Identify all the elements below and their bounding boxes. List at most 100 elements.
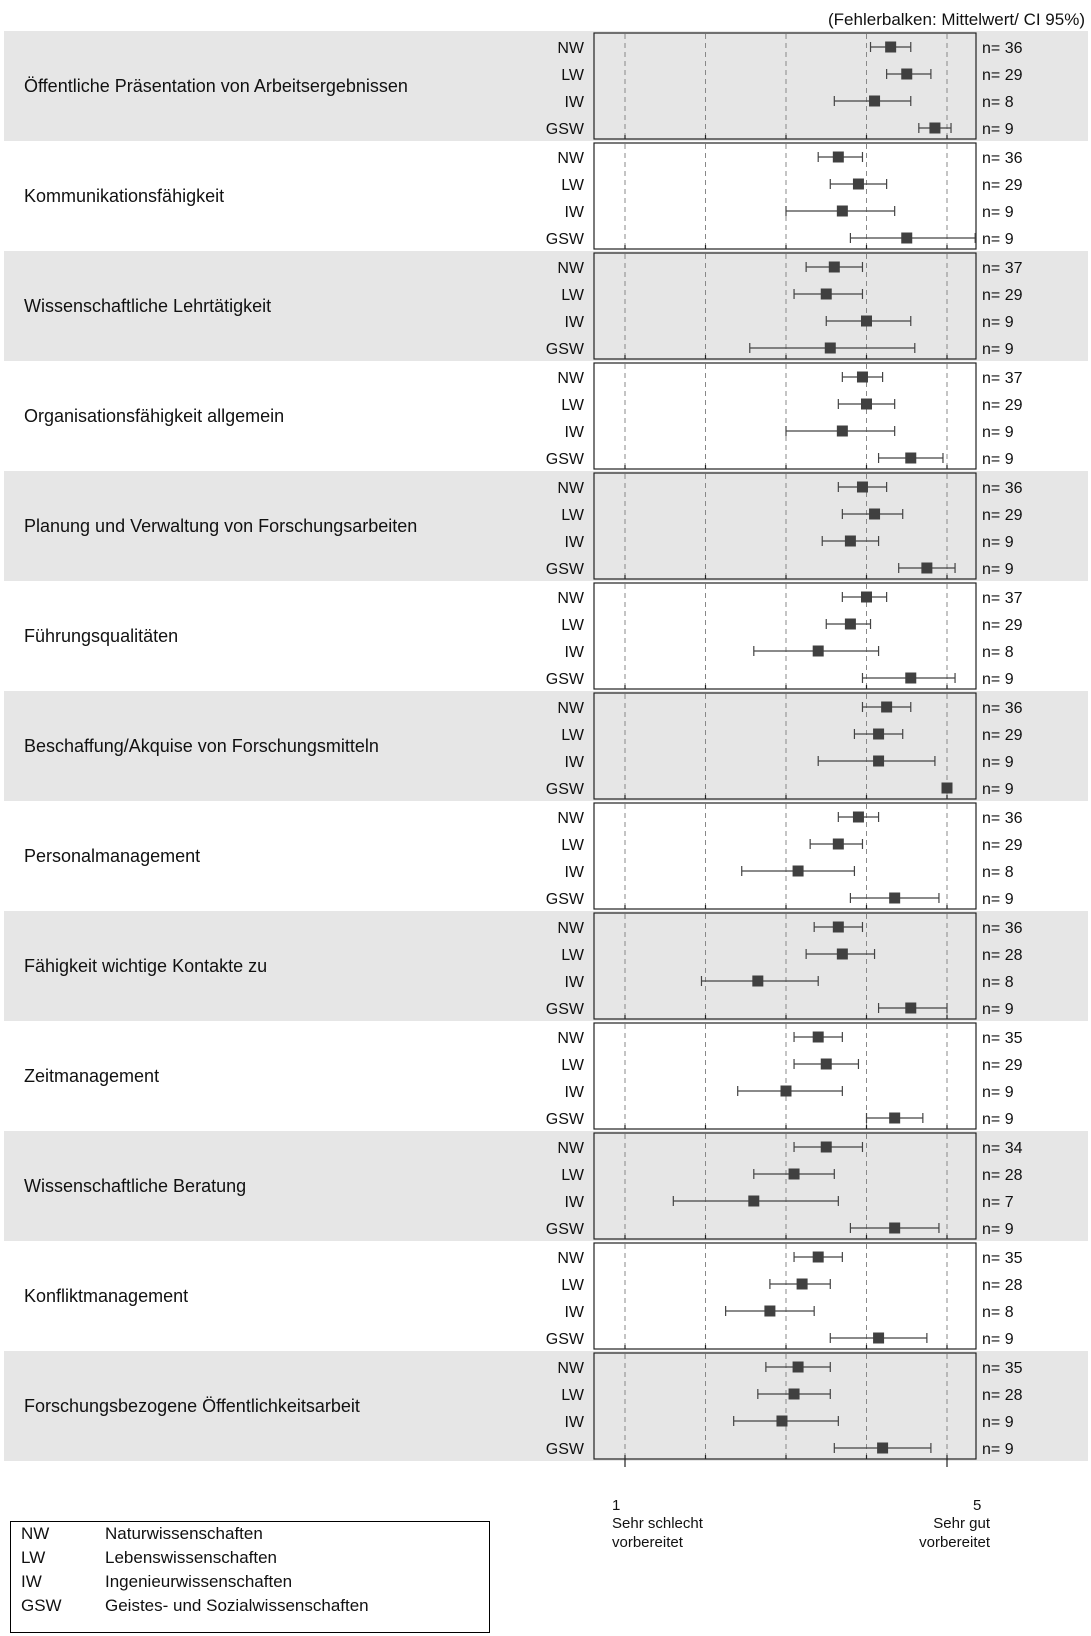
group-label: NW [557, 1030, 585, 1047]
legend-item: GSW Geistes- und Sozialwissenschaften [11, 1594, 489, 1618]
mean-marker [861, 591, 872, 603]
mean-marker [852, 811, 864, 823]
mean-marker [832, 921, 844, 933]
mean-marker [905, 452, 917, 464]
panel-frame [593, 1352, 977, 1460]
legend-item: NW Naturwissenschaften [11, 1522, 489, 1546]
panel-frame [593, 582, 977, 690]
group-label: GSW [546, 1331, 585, 1348]
group-label: NW [557, 260, 585, 277]
group-label: GSW [546, 121, 585, 138]
n-label: n= 8 [982, 864, 1014, 881]
mean-marker [792, 865, 804, 877]
legend-abbr: GSW [21, 1596, 62, 1615]
n-label: n= 9 [982, 534, 1014, 551]
n-label: n= 29 [982, 837, 1023, 854]
mean-marker [832, 838, 844, 850]
group-label: GSW [546, 561, 585, 578]
legend-abbr: IW [21, 1572, 42, 1591]
panel-frame [593, 912, 977, 1020]
n-label: n= 9 [982, 314, 1014, 331]
n-label: n= 36 [982, 700, 1023, 717]
mean-marker [844, 618, 856, 630]
n-label: n= 29 [982, 177, 1023, 194]
mean-marker [889, 892, 901, 904]
group-label: GSW [546, 1111, 585, 1128]
panel-frame [593, 472, 977, 580]
group-label: LW [561, 1387, 585, 1404]
item-label: Wissenschaftliche Lehrtätigkeit [24, 296, 271, 316]
n-label: n= 28 [982, 1277, 1023, 1294]
x-label-left-line1: Sehr schlecht [612, 1515, 703, 1532]
n-label: n= 34 [982, 1140, 1023, 1157]
panel-band [4, 801, 1088, 911]
panel-band [4, 471, 1088, 581]
group-label: NW [557, 810, 585, 827]
mean-marker [856, 481, 868, 493]
group-label: GSW [546, 1441, 585, 1458]
mean-marker [869, 95, 881, 107]
n-label: n= 35 [982, 1030, 1023, 1047]
n-label: n= 36 [982, 150, 1023, 167]
n-label: n= 29 [982, 67, 1023, 84]
n-label: n= 9 [982, 451, 1014, 468]
group-label: NW [557, 1140, 585, 1157]
mean-marker [877, 1442, 889, 1454]
group-label: NW [557, 700, 585, 717]
mean-marker [856, 371, 868, 383]
panel-frame [593, 362, 977, 470]
mean-marker [776, 1415, 788, 1427]
x-tick-label-5: 5 [973, 1497, 982, 1514]
item-label: Fähigkeit wichtige Kontakte zu [24, 956, 267, 976]
item-label: Zeitmanagement [24, 1066, 159, 1086]
mean-marker [828, 261, 840, 273]
n-label: n= 29 [982, 617, 1023, 634]
mean-marker [905, 672, 917, 684]
legend-item: LW Lebenswissenschaften [11, 1546, 489, 1570]
group-label: IW [564, 754, 584, 771]
item-label: Konfliktmanagement [24, 1286, 188, 1306]
mean-marker [764, 1305, 776, 1317]
legend-label: Lebenswissenschaften [105, 1548, 278, 1567]
mean-marker [820, 1058, 832, 1070]
mean-marker [881, 701, 893, 713]
n-label: n= 9 [982, 561, 1014, 578]
mean-marker [812, 1031, 824, 1043]
n-label: n= 29 [982, 727, 1023, 744]
group-label: IW [564, 974, 584, 991]
group-label: NW [557, 40, 585, 57]
n-label: n= 35 [982, 1250, 1023, 1267]
mean-marker [824, 342, 836, 354]
group-label: IW [564, 644, 584, 661]
panel-frame [593, 252, 977, 360]
group-label: LW [561, 1167, 585, 1184]
group-label: NW [557, 1360, 585, 1377]
mean-marker [861, 398, 872, 410]
x-tick-label-1: 1 [612, 1497, 621, 1514]
n-label: n= 28 [982, 1387, 1023, 1404]
item-label: Kommunikationsfähigkeit [24, 186, 224, 206]
group-label: LW [561, 947, 585, 964]
group-label: IW [564, 1414, 584, 1431]
group-label: GSW [546, 671, 585, 688]
group-label: GSW [546, 451, 585, 468]
group-label: IW [564, 314, 584, 331]
x-label-right-line1: Sehr gut [933, 1515, 990, 1532]
mean-marker [873, 1332, 885, 1344]
item-label: Personalmanagement [24, 846, 200, 866]
mean-marker [889, 1222, 901, 1234]
n-label: n= 9 [982, 1111, 1014, 1128]
n-label: n= 8 [982, 1304, 1014, 1321]
panel-frame [593, 802, 977, 910]
group-label: GSW [546, 341, 585, 358]
mean-marker [836, 425, 848, 437]
panel-frame [593, 1242, 977, 1350]
item-label: Beschaffung/Akquise von Forschungsmittel… [24, 736, 379, 756]
mean-marker [812, 1251, 824, 1263]
group-label: LW [561, 287, 585, 304]
n-label: n= 37 [982, 370, 1023, 387]
n-label: n= 9 [982, 1331, 1014, 1348]
legend-label: Geistes- und Sozialwissenschaften [105, 1596, 369, 1615]
group-label: LW [561, 397, 585, 414]
